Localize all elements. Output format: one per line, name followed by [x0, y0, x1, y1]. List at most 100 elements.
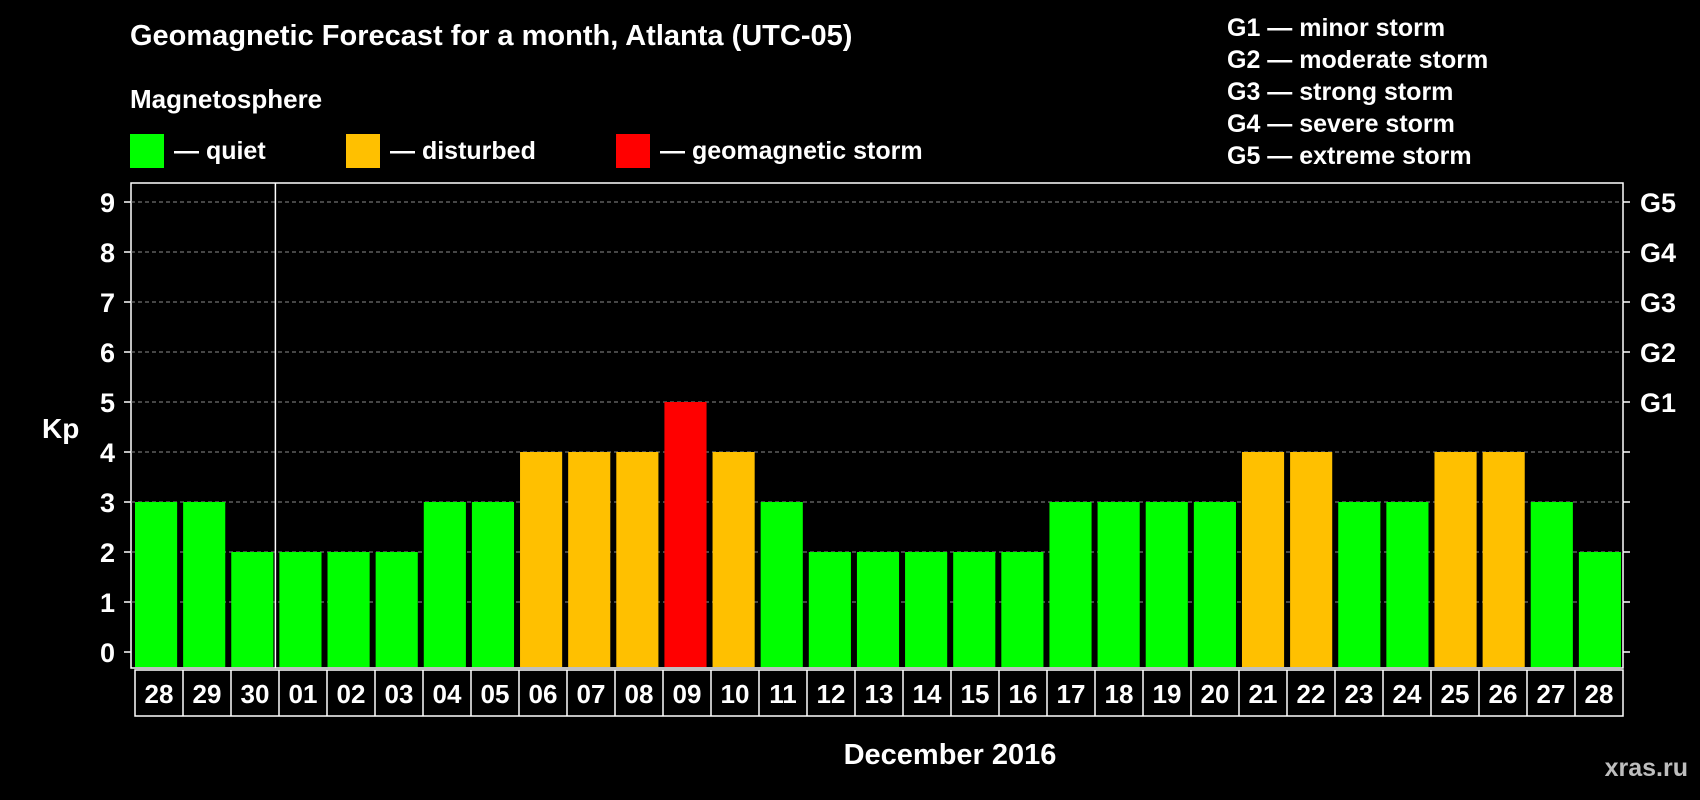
storm-scale-g2: G2 — moderate storm	[1227, 46, 1489, 74]
x-tick-label-14: 12	[817, 679, 846, 709]
legend-item-quiet: — quiet	[130, 134, 266, 168]
x-tick-label-23: 21	[1249, 679, 1278, 709]
bar-13	[760, 502, 803, 667]
x-tick-label-25: 23	[1345, 679, 1374, 709]
bar-19	[1049, 502, 1092, 667]
x-tick-label-22: 20	[1201, 679, 1230, 709]
date-axis-frame	[134, 669, 1624, 717]
bar-17	[953, 552, 996, 667]
bar-10	[616, 452, 659, 667]
bar-26	[1386, 502, 1429, 667]
x-tick-label-2: 30	[241, 679, 270, 709]
y-tick-label-1: 1	[100, 588, 115, 618]
bar-7	[471, 502, 515, 667]
storm-scale-g5: G5 — extreme storm	[1227, 142, 1472, 170]
bar-4	[327, 552, 370, 667]
x-tick-label-6: 04	[433, 679, 462, 709]
legend-item-disturbed: — disturbed	[346, 134, 536, 168]
bar-14	[808, 552, 851, 667]
bar-29	[1530, 502, 1573, 667]
y-axis-label: Kp	[42, 413, 79, 444]
right-tick-label-g3: G3	[1640, 288, 1676, 318]
x-tick-label-15: 13	[865, 679, 894, 709]
x-tick-label-1: 29	[193, 679, 222, 709]
x-tick-label-17: 15	[961, 679, 990, 709]
x-tick-label-29: 27	[1537, 679, 1566, 709]
x-tick-label-4: 02	[337, 679, 366, 709]
x-tick-label-5: 03	[385, 679, 414, 709]
legend-label-quiet: — quiet	[174, 136, 266, 165]
legend-swatch-storm	[616, 134, 650, 168]
y-tick-label-0: 0	[100, 638, 115, 668]
bar-15	[856, 552, 900, 667]
x-tick-label-26: 24	[1393, 679, 1422, 709]
x-tick-label-19: 17	[1057, 679, 1086, 709]
plot-frame	[130, 182, 1624, 669]
bar-1	[183, 502, 226, 667]
right-tick-label-g2: G2	[1640, 338, 1676, 368]
bar-3	[279, 552, 322, 667]
chart-title: Geomagnetic Forecast for a month, Atlant…	[130, 20, 853, 52]
chart-subtitle: Magnetosphere	[130, 84, 323, 114]
bar-27	[1434, 452, 1477, 667]
bar-23	[1241, 452, 1285, 667]
x-tick-label-24: 22	[1297, 679, 1326, 709]
x-axis-label: December 2016	[844, 739, 1057, 771]
x-tick-label-8: 06	[529, 679, 558, 709]
x-tick-label-18: 16	[1009, 679, 1038, 709]
y-tick-label-9: 9	[100, 188, 115, 218]
bar-12	[712, 452, 755, 667]
bar-8	[520, 452, 563, 667]
x-tick-label-7: 05	[481, 679, 510, 709]
y-tick-label-6: 6	[100, 338, 115, 368]
bar-6	[423, 502, 466, 667]
y-tick-label-5: 5	[100, 388, 115, 418]
y-tick-label-2: 2	[100, 538, 115, 568]
bar-2	[231, 552, 274, 667]
storm-scale-g1: G1 — minor storm	[1227, 14, 1446, 42]
legend-swatch-disturbed	[346, 134, 380, 168]
legend-swatch-quiet	[130, 134, 164, 168]
storm-scale-legend: G1 — minor storm G2 — moderate storm G3 …	[1227, 12, 1488, 172]
storm-scale-g3: G3 — strong storm	[1227, 78, 1454, 106]
bar-20	[1097, 502, 1140, 667]
watermark: xras.ru	[1604, 754, 1688, 782]
x-tick-label-10: 08	[625, 679, 654, 709]
y-tick-label-3: 3	[100, 488, 115, 518]
bar-24	[1290, 452, 1333, 667]
bar-21	[1145, 502, 1188, 667]
x-tick-label-3: 01	[289, 679, 318, 709]
right-tick-label-g4: G4	[1640, 238, 1676, 268]
right-tick-label-g1: G1	[1640, 388, 1676, 418]
x-tick-label-20: 18	[1105, 679, 1134, 709]
legend-item-storm: — geomagnetic storm	[616, 134, 923, 168]
x-tick-label-12: 10	[721, 679, 750, 709]
right-tick-label-g5: G5	[1640, 188, 1676, 218]
x-tick-label-9: 07	[577, 679, 606, 709]
bar-18	[1001, 552, 1044, 667]
y-tick-label-8: 8	[100, 238, 115, 268]
bar-28	[1482, 452, 1525, 667]
bar-25	[1338, 502, 1381, 667]
bar-0	[135, 502, 178, 667]
legend-label-disturbed: — disturbed	[390, 136, 536, 165]
x-tick-label-30: 28	[1585, 679, 1614, 709]
x-tick-label-27: 25	[1441, 679, 1470, 709]
bar-9	[568, 452, 611, 667]
storm-scale-g4: G4 — severe storm	[1227, 110, 1455, 138]
bar-22	[1193, 502, 1236, 667]
legend-label-storm: — geomagnetic storm	[660, 136, 923, 165]
y-tick-label-4: 4	[100, 438, 115, 468]
x-tick-label-28: 26	[1489, 679, 1518, 709]
x-tick-label-16: 14	[913, 679, 942, 709]
x-tick-label-0: 28	[145, 679, 174, 709]
bar-16	[905, 552, 948, 667]
x-tick-label-21: 19	[1153, 679, 1182, 709]
x-tick-label-13: 11	[769, 679, 797, 709]
x-tick-label-11: 09	[673, 679, 702, 709]
bar-5	[375, 552, 418, 667]
bar-30	[1578, 552, 1621, 667]
y-tick-label-7: 7	[100, 288, 115, 318]
bar-11	[664, 402, 707, 667]
